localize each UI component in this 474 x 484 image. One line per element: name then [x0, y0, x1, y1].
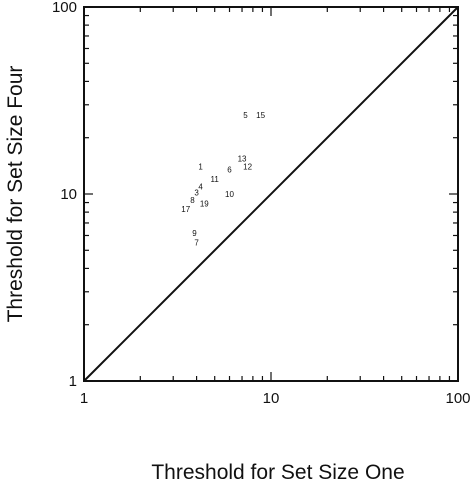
y-tick-label: 100	[52, 0, 77, 16]
data-point-label: 7	[194, 239, 199, 248]
data-point-label: 8	[190, 196, 195, 205]
data-point-label: 11	[211, 175, 220, 184]
y-axis-title: Threshold for Set Size Four	[4, 66, 27, 323]
reference-line	[83, 6, 459, 382]
data-point-label: 5	[243, 111, 248, 120]
y-tick-label: 10	[60, 186, 77, 203]
data-point-label: 1	[198, 163, 203, 172]
data-point-label: 13	[238, 154, 247, 163]
data-point-label: 19	[200, 199, 209, 208]
x-axis-title: Threshold for Set Size One	[151, 461, 404, 484]
x-tick-label: 100	[445, 390, 470, 407]
data-point-label: 4	[198, 182, 203, 191]
data-point-label: 15	[256, 111, 265, 120]
y-tick-label: 1	[69, 373, 77, 390]
data-point-label: 17	[181, 205, 190, 214]
data-point-label: 3	[194, 188, 199, 197]
x-tick-label: 10	[263, 390, 280, 407]
x-tick-label: 1	[80, 390, 88, 407]
data-point-label: 10	[225, 190, 234, 199]
data-point-label: 6	[227, 166, 232, 175]
data-point-label: 12	[243, 163, 252, 172]
data-point-label: 9	[192, 229, 197, 238]
